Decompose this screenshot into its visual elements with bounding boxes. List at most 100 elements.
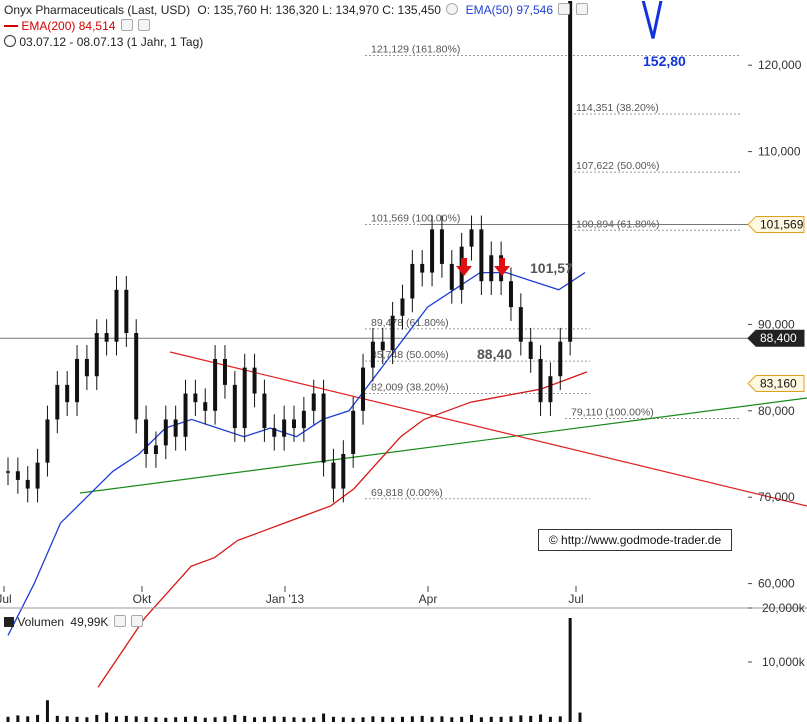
candle-body [183, 393, 188, 437]
top-edge [0, 0, 807, 1]
candle-body [321, 393, 326, 463]
ohlc-values: O: 135,760 H: 136,320 L: 134,970 C: 135,… [197, 3, 441, 17]
candle-body [163, 419, 168, 446]
volume-bar [371, 716, 375, 722]
ema200-label: EMA(200) [21, 19, 76, 33]
volume-bar [381, 716, 385, 722]
volume-bar [509, 716, 513, 722]
y-tick-label: 80,000 [758, 404, 795, 418]
annotation-label: 88,40 [477, 346, 512, 362]
volume-bar [440, 716, 444, 722]
volume-bar [105, 712, 109, 722]
volume-bar [568, 618, 572, 722]
ema200-close-icon[interactable] [138, 19, 151, 31]
volume-bar [391, 717, 395, 722]
settings-icon[interactable] [446, 3, 459, 15]
candles-layer [6, 0, 573, 503]
volume-bar [124, 715, 128, 722]
candle-body [370, 341, 375, 368]
header-line-3: 03.07.12 - 08.07.13 (1 Jahr, 1 Tag) [4, 35, 203, 49]
fib-label: 121,129 (161.80%) [371, 43, 460, 55]
volume-bar [45, 700, 49, 722]
volume-icon [4, 617, 14, 627]
candle-body [252, 367, 257, 394]
candle-body [272, 428, 277, 437]
fib-label: 69,818 (0.00%) [371, 487, 443, 499]
volume-bar [233, 714, 237, 722]
candle-body [518, 307, 523, 342]
candle-body [242, 367, 247, 429]
x-tick-label: Okt [133, 592, 152, 606]
candle-body [134, 333, 139, 420]
volume-bar [331, 716, 335, 722]
fib-label: 107,622 (50.00%) [576, 160, 659, 172]
candle-body [528, 341, 533, 359]
price-tag [747, 215, 805, 233]
volume-bar [400, 716, 404, 722]
candle-body [45, 419, 50, 463]
y-tick-label: 90,000 [758, 317, 795, 331]
period-label: 03.07.12 - 08.07.13 (1 Jahr, 1 Tag) [19, 35, 204, 49]
candle-body [6, 471, 10, 473]
candle-body [292, 419, 296, 429]
candle-body [124, 289, 129, 334]
volume-bar [479, 717, 483, 722]
header-line-1: Onyx Pharmaceuticals (Last, USD) O: 135,… [4, 3, 588, 17]
volume-bar [410, 716, 414, 722]
ema50-close-icon[interactable] [575, 3, 588, 15]
volume-bar [16, 715, 20, 722]
candle-body [193, 393, 198, 403]
down-arrow-icon [456, 258, 472, 276]
candle-body [538, 358, 543, 403]
volume-bar [548, 716, 552, 722]
axes-layer: 170,000160,000150,000140,000130,000120,0… [0, 0, 807, 609]
copyright-box[interactable]: © http://www.godmode-trader.de [538, 529, 732, 551]
volume-label: Volumen [17, 615, 65, 629]
x-tick-label: Jan '13 [266, 592, 305, 606]
candle-body [94, 333, 99, 377]
candle-body [173, 419, 178, 437]
volume-bar [361, 717, 365, 722]
volume-bar [26, 716, 30, 722]
ema200-line [97, 371, 588, 688]
candle-body [430, 229, 435, 273]
y-tick-label: 110,000 [758, 145, 801, 159]
volume-bar [322, 713, 326, 722]
candle-body [410, 263, 415, 299]
y-tick-label: 120,000 [758, 58, 802, 72]
volume-close-icon[interactable] [131, 615, 144, 627]
candle-body [380, 341, 385, 351]
volume-bar [292, 717, 296, 722]
candle-body [282, 419, 287, 437]
candle-body [341, 454, 346, 489]
annotation-label: 101,57 [530, 260, 573, 276]
volume-bar [184, 716, 188, 722]
fib-label: 114,351 (38.20%) [576, 102, 659, 114]
volume-bar [578, 712, 582, 722]
security-name: Onyx Pharmaceuticals (Last, USD) [4, 3, 191, 17]
candle-body [351, 410, 356, 454]
volume-settings-icon[interactable] [113, 615, 126, 627]
volume-bar [460, 716, 464, 722]
candle-body [479, 229, 484, 282]
ema50-value: 97,546 [516, 3, 554, 17]
volume-bar [243, 715, 247, 722]
candle-body [469, 229, 474, 247]
volume-bar [499, 716, 503, 722]
candle-body [213, 358, 218, 411]
candle-body [558, 341, 563, 377]
candle-body [400, 298, 405, 316]
volume-bar [154, 717, 158, 722]
x-tick-label: Apr [419, 592, 438, 606]
ema200-settings-icon[interactable] [120, 19, 133, 31]
ema50-settings-icon[interactable] [558, 3, 571, 15]
y-tick-label: 70,000 [758, 490, 795, 504]
volume-bar [341, 717, 345, 722]
volume-bar [312, 717, 316, 722]
candle-body [548, 376, 553, 403]
candle-body [439, 229, 444, 264]
header-line-2: EMA(200) 84,514 [4, 19, 151, 33]
candle-body [331, 462, 336, 489]
volume-bar [114, 716, 118, 722]
